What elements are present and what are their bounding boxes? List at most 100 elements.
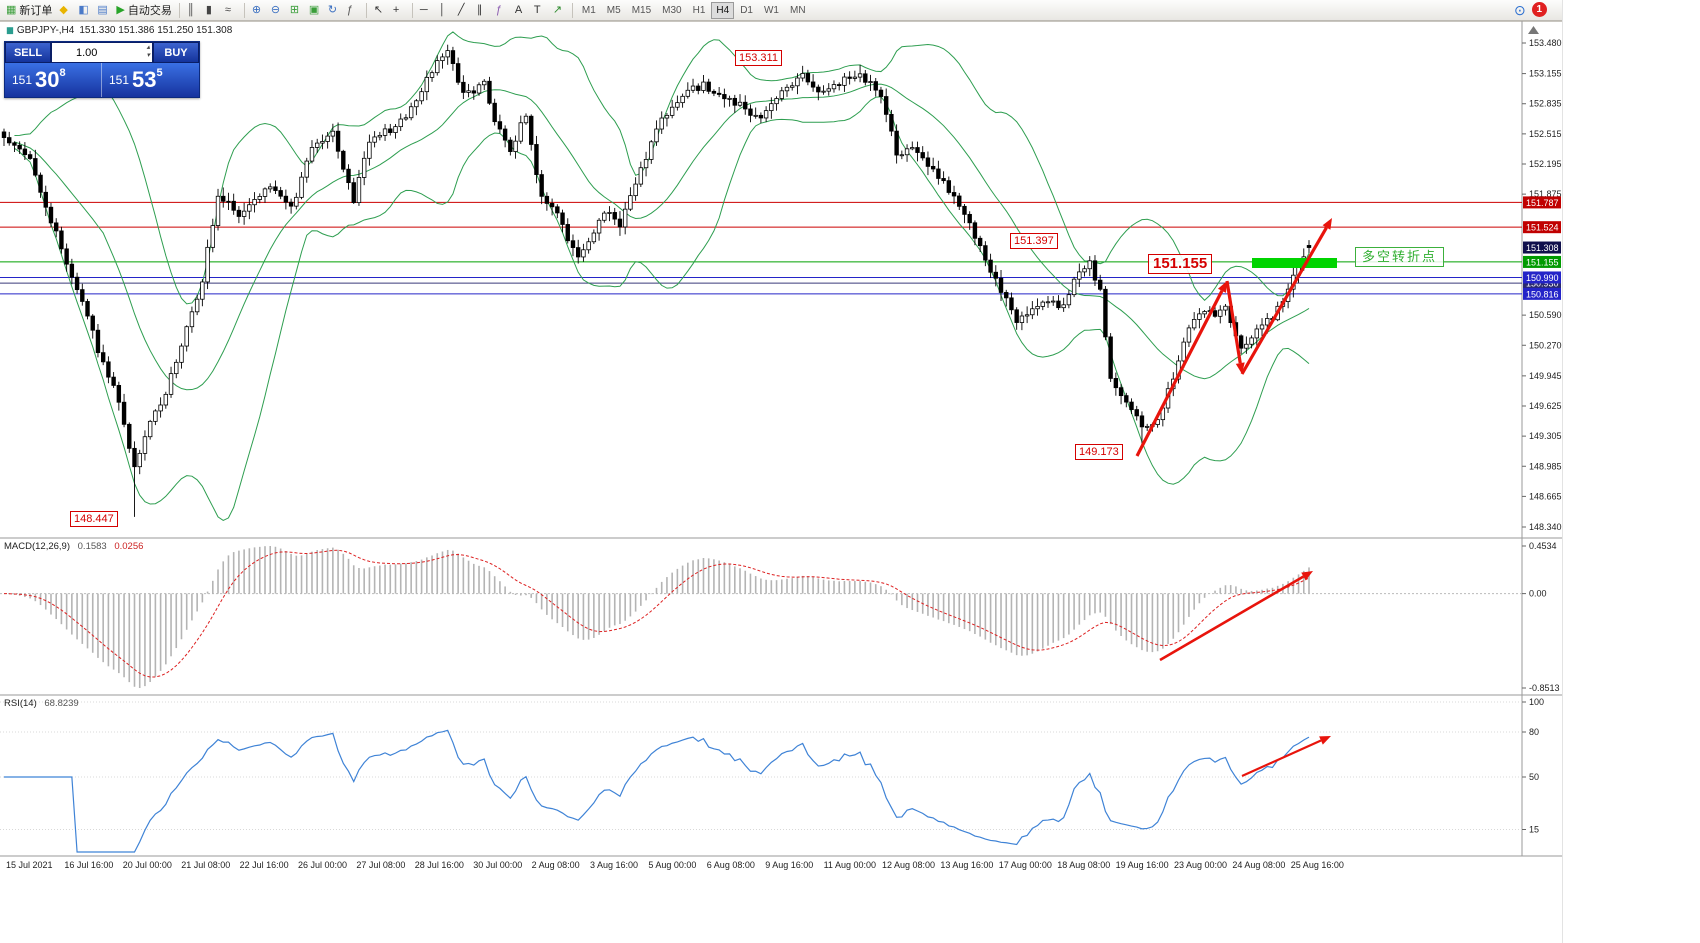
- indicators-button[interactable]: ƒ: [344, 1, 362, 19]
- bar-chart-icon: ║: [186, 3, 195, 16]
- candles-layer: [1, 44, 1312, 517]
- svg-text:0.00: 0.00: [1529, 589, 1547, 599]
- zoom-out-icon: ⊖: [270, 3, 281, 16]
- svg-text:0.4534: 0.4534: [1529, 541, 1557, 551]
- svg-text:148.985: 148.985: [1529, 461, 1562, 471]
- indicator-icon: ƒ: [346, 3, 353, 16]
- svg-text:150.590: 150.590: [1529, 310, 1562, 320]
- new-order-button[interactable]: ▦ 新订单: [3, 1, 55, 19]
- bar-chart-button[interactable]: ║: [184, 1, 202, 19]
- auto-trading-button[interactable]: ▶ 自动交易: [113, 1, 174, 19]
- crosshair-button[interactable]: +: [390, 1, 408, 19]
- timeframe-m5-button[interactable]: M5: [602, 2, 626, 19]
- svg-text:2 Aug 08:00: 2 Aug 08:00: [532, 860, 580, 870]
- new-order-icon: ▦: [6, 3, 17, 16]
- volume-value: 1.00: [76, 46, 98, 59]
- toolbar-separator: [411, 2, 413, 18]
- svg-text:-0.8513: -0.8513: [1529, 683, 1560, 693]
- sell-button[interactable]: SELL: [5, 42, 51, 63]
- chart-canvas[interactable]: 15 Jul 2021 16 Jul 16:00 20 Jul 00:00 21 Ju…: [0, 0, 1562, 943]
- auto-trading-button-label: 自动交易: [127, 5, 172, 17]
- window-right-border: [1562, 0, 1563, 943]
- zoom-in-button[interactable]: ⊕: [249, 1, 267, 19]
- cursor-button[interactable]: ↖: [371, 1, 389, 19]
- ohlc-values: 151.330 151.386 151.250 151.308: [79, 25, 233, 36]
- svg-text:151.308: 151.308: [1526, 243, 1559, 253]
- timeframe-h4-button[interactable]: H4: [711, 1, 735, 19]
- tile-windows-button[interactable]: ⊞: [287, 1, 305, 19]
- text-button[interactable]: A: [512, 1, 530, 19]
- svg-text:18 Aug 08:00: 18 Aug 08:00: [1057, 860, 1110, 870]
- svg-text:17 Aug 00:00: 17 Aug 00:00: [999, 860, 1052, 870]
- text-icon: A: [514, 3, 523, 16]
- timeframe-h1-button[interactable]: H1: [688, 2, 711, 19]
- vertical-line-button[interactable]: │: [436, 1, 454, 19]
- volume-up-icon[interactable]: ▴: [146, 44, 150, 51]
- macd-name: MACD(12,26,9): [4, 541, 70, 552]
- timeframe-d1-button[interactable]: D1: [735, 2, 758, 19]
- svg-text:19 Aug 16:00: 19 Aug 16:00: [1116, 860, 1169, 870]
- toolbar-separator: [365, 2, 367, 18]
- timeframe-m1-button[interactable]: M1: [577, 2, 601, 19]
- candlestick-icon: ▮: [205, 3, 212, 16]
- svg-text:30 Jul 00:00: 30 Jul 00:00: [473, 860, 522, 870]
- chart-title: ▮▮ GBPJPY-,H4 151.330 151.386 151.250 15…: [6, 25, 232, 36]
- auto-refresh-button[interactable]: ↻: [325, 1, 343, 19]
- svg-text:15 Jul 2021: 15 Jul 2021: [6, 860, 53, 870]
- label-icon: T: [533, 3, 541, 16]
- buy-price[interactable]: 151 53 5: [102, 63, 199, 97]
- toolbar-separator: [571, 2, 573, 18]
- main-toolbar: ▦ 新订单 ◆ ◧ ▤ ▶ 自动交易 ║ ▮ ≈ ⊕ ⊖ ⊞ ▣ ↻ ƒ ↖ + ─ │ ╱ ∥ ƒ A T ↗ M1 M5 M15 M3…: [0, 0, 1562, 21]
- svg-text:152.515: 152.515: [1529, 129, 1562, 139]
- chart-frame: [0, 21, 1562, 857]
- svg-text:151.155: 151.155: [1526, 257, 1559, 267]
- svg-text:150.990: 150.990: [1526, 273, 1559, 283]
- svg-text:23 Aug 00:00: 23 Aug 00:00: [1174, 860, 1227, 870]
- trendline-button[interactable]: ╱: [455, 1, 473, 19]
- tile-windows-icon: ⊞: [289, 3, 300, 16]
- sell-price[interactable]: 151 30 8: [5, 63, 102, 97]
- candlestick-symbol-icon: ▮▮: [6, 25, 14, 35]
- horizontal-line-button[interactable]: ─: [417, 1, 435, 19]
- timeframe-w1-button[interactable]: W1: [759, 2, 784, 19]
- svg-text:149.625: 149.625: [1529, 401, 1562, 411]
- chart-scroll-arrow: [1528, 26, 1539, 34]
- svg-text:148.340: 148.340: [1529, 522, 1562, 532]
- profiles-button[interactable]: ◧: [75, 1, 93, 19]
- search-icon[interactable]: ⊙: [1514, 1, 1526, 18]
- sell-price-base: 151: [12, 73, 33, 87]
- svg-text:24 Aug 08:00: 24 Aug 08:00: [1232, 860, 1285, 870]
- timeframe-m15-button[interactable]: M15: [627, 2, 656, 19]
- svg-text:149.945: 149.945: [1529, 371, 1562, 381]
- timeframe-mn-button[interactable]: MN: [785, 2, 811, 19]
- chart-window-button[interactable]: ◆: [56, 1, 74, 19]
- svg-text:13 Aug 16:00: 13 Aug 16:00: [940, 860, 993, 870]
- new-chart-button[interactable]: ▣: [306, 1, 324, 19]
- svg-text:148.665: 148.665: [1529, 491, 1562, 501]
- buy-button[interactable]: BUY: [153, 42, 199, 63]
- arrows-tool-button[interactable]: ↗: [550, 1, 568, 19]
- data-window-button[interactable]: ▤: [94, 1, 112, 19]
- line-chart-button[interactable]: ≈: [222, 1, 240, 19]
- fibonacci-button[interactable]: ƒ: [493, 1, 511, 19]
- new-chart-icon: ▣: [308, 3, 320, 16]
- volume-down-icon[interactable]: ▾: [146, 52, 150, 59]
- candlestick-chart-button[interactable]: ▮: [203, 1, 221, 19]
- trendline-icon: ╱: [457, 3, 465, 16]
- label-button[interactable]: T: [531, 1, 549, 19]
- highlight-zone: [1252, 258, 1337, 268]
- volume-stepper[interactable]: ▴ ▾: [146, 44, 150, 60]
- timeframe-m30-button[interactable]: M30: [657, 2, 686, 19]
- turning-point-label: 多空转折点: [1355, 247, 1445, 267]
- time-axis: 15 Jul 2021 16 Jul 16:00 20 Jul 00:00 21 Ju…: [6, 860, 1344, 870]
- hline-icon: ─: [419, 3, 428, 16]
- volume-field[interactable]: 1.00 ▴ ▾: [51, 42, 153, 63]
- macd-indicator-label: MACD(12,26,9) 0.1583 0.0256: [4, 541, 143, 552]
- zoom-out-button[interactable]: ⊖: [268, 1, 286, 19]
- notification-badge[interactable]: 1: [1531, 2, 1547, 17]
- arrow-tool-icon: ↗: [552, 3, 563, 16]
- channel-button[interactable]: ∥: [474, 1, 492, 19]
- svg-text:26 Jul 00:00: 26 Jul 00:00: [298, 860, 347, 870]
- macd-main-value: 0.1583: [77, 541, 107, 552]
- svg-text:15: 15: [1529, 825, 1539, 835]
